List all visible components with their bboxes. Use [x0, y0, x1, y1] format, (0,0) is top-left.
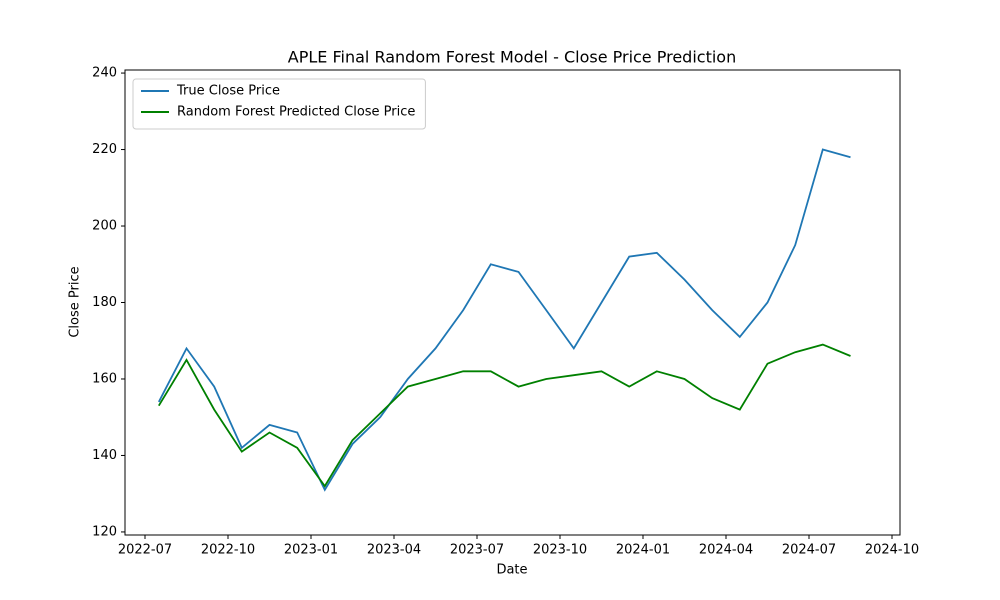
- plot-frame: [124, 69, 901, 536]
- y-axis-label: Close Price: [68, 266, 83, 337]
- legend-label: Random Forest Predicted Close Price: [177, 105, 415, 120]
- x-axis-label: Date: [496, 563, 527, 578]
- x-tick-label: 2022-10: [201, 543, 255, 558]
- legend-label: True Close Price: [176, 84, 280, 99]
- x-tick-label: 2024-01: [616, 543, 670, 558]
- legend-box: [132, 78, 426, 130]
- x-tick-label: 2024-10: [865, 543, 919, 558]
- y-tick-label: 240: [92, 66, 117, 81]
- y-tick-label: 220: [92, 142, 117, 157]
- x-tick-label: 2022-07: [118, 543, 172, 558]
- chart-title: APLE Final Random Forest Model - Close P…: [288, 48, 736, 67]
- x-tick-label: 2023-04: [367, 543, 421, 558]
- y-tick-label: 160: [92, 371, 117, 386]
- y-tick-label: 140: [92, 448, 117, 463]
- x-tick-label: 2024-04: [699, 543, 753, 558]
- series-line: [158, 148, 851, 492]
- y-tick-label: 180: [92, 295, 117, 310]
- x-tick-label: 2023-01: [284, 543, 338, 558]
- series-line: [158, 343, 851, 488]
- legend: True Close Price Random Forest Predicted …: [132, 78, 426, 130]
- x-tick-label: 2023-07: [450, 543, 504, 558]
- y-tick-label: 120: [92, 524, 117, 539]
- x-tick-label: 2024-07: [782, 543, 836, 558]
- x-tick-label: 2023-10: [533, 543, 587, 558]
- y-tick-label: 200: [92, 219, 117, 234]
